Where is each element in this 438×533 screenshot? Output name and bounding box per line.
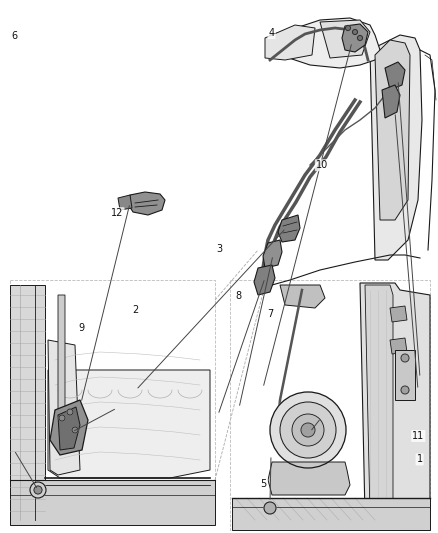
Text: 5: 5	[261, 479, 267, 489]
Polygon shape	[278, 215, 300, 242]
Text: 10: 10	[316, 160, 328, 170]
Text: 3: 3	[216, 245, 222, 254]
Text: 4: 4	[268, 28, 275, 38]
Polygon shape	[48, 340, 80, 475]
Polygon shape	[10, 480, 215, 525]
Polygon shape	[365, 285, 393, 515]
Polygon shape	[263, 240, 282, 268]
Polygon shape	[342, 24, 368, 52]
Polygon shape	[265, 25, 315, 60]
Polygon shape	[58, 407, 80, 450]
Polygon shape	[320, 20, 370, 58]
Polygon shape	[58, 295, 65, 415]
Text: 11: 11	[412, 431, 424, 441]
Circle shape	[301, 423, 315, 437]
Circle shape	[270, 392, 346, 468]
Text: 2: 2	[133, 305, 139, 315]
Polygon shape	[50, 400, 88, 455]
Circle shape	[357, 36, 363, 41]
Text: 6: 6	[11, 31, 17, 41]
Polygon shape	[48, 370, 210, 478]
Circle shape	[59, 415, 65, 421]
Circle shape	[264, 502, 276, 514]
Text: 8: 8	[236, 291, 242, 301]
Polygon shape	[268, 462, 350, 495]
Polygon shape	[280, 285, 325, 308]
Text: 1: 1	[417, 455, 423, 464]
Circle shape	[72, 427, 78, 433]
Polygon shape	[270, 18, 380, 68]
Text: 12: 12	[111, 208, 124, 218]
Polygon shape	[390, 306, 407, 322]
Text: 9: 9	[78, 323, 84, 333]
Polygon shape	[128, 192, 165, 215]
Polygon shape	[232, 498, 430, 530]
Polygon shape	[395, 350, 415, 400]
Polygon shape	[382, 85, 400, 118]
Polygon shape	[375, 40, 410, 220]
Polygon shape	[385, 62, 405, 90]
Text: 7: 7	[268, 310, 274, 319]
Circle shape	[67, 409, 73, 415]
Circle shape	[280, 402, 336, 458]
Polygon shape	[254, 265, 275, 295]
Polygon shape	[390, 338, 407, 354]
Circle shape	[353, 29, 357, 35]
Polygon shape	[10, 285, 45, 520]
Circle shape	[30, 482, 46, 498]
Circle shape	[401, 354, 409, 362]
Circle shape	[401, 386, 409, 394]
Circle shape	[34, 486, 42, 494]
Circle shape	[346, 26, 350, 30]
Circle shape	[292, 414, 324, 446]
Polygon shape	[118, 195, 132, 210]
Polygon shape	[370, 35, 422, 260]
Polygon shape	[360, 283, 430, 530]
